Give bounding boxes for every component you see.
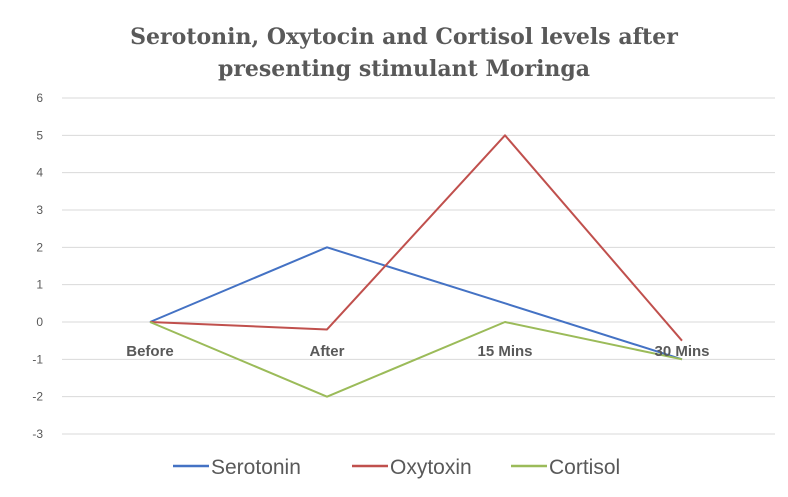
chart-title-line-1: Serotonin, Oxytocin and Cortisol levels … [130, 24, 678, 50]
y-axis-ticks: 6 5 4 3 2 1 0 -1 -2 -3 [32, 91, 43, 441]
y-tick-label: -1 [32, 352, 43, 366]
y-tick-label: 3 [36, 203, 43, 217]
legend-label-cortisol: Cortisol [549, 456, 620, 479]
y-tick-label: 5 [36, 128, 43, 142]
series-line-oxytoxin [149, 134, 683, 342]
x-tick-label: 30 Mins [654, 343, 709, 360]
y-tick-label: 0 [36, 315, 43, 329]
series-line-cortisol [149, 321, 683, 398]
legend-label-serotonin: Serotonin [211, 456, 301, 479]
y-tick-label: -2 [32, 390, 43, 404]
legend-label-oxytoxin: Oxytoxin [390, 456, 472, 479]
x-axis-ticks: Before After 15 Mins 30 Mins [126, 343, 709, 360]
legend: Serotonin Oxytoxin Cortisol [173, 456, 620, 479]
chart-title-line-2: presenting stimulant Moringa [218, 56, 590, 82]
y-tick-label: 6 [36, 91, 43, 105]
x-tick-label: Before [126, 343, 174, 360]
y-tick-label: -3 [32, 427, 43, 441]
series-line-serotonin [149, 246, 683, 361]
y-tick-label: 2 [36, 240, 43, 254]
gridlines [62, 97, 775, 435]
x-tick-label: 15 Mins [477, 343, 532, 360]
y-tick-label: 4 [36, 166, 43, 180]
series-lines [149, 134, 683, 398]
x-tick-label: After [309, 343, 344, 360]
y-tick-label: 1 [36, 278, 43, 292]
chart-title: Serotonin, Oxytocin and Cortisol levels … [130, 24, 678, 82]
